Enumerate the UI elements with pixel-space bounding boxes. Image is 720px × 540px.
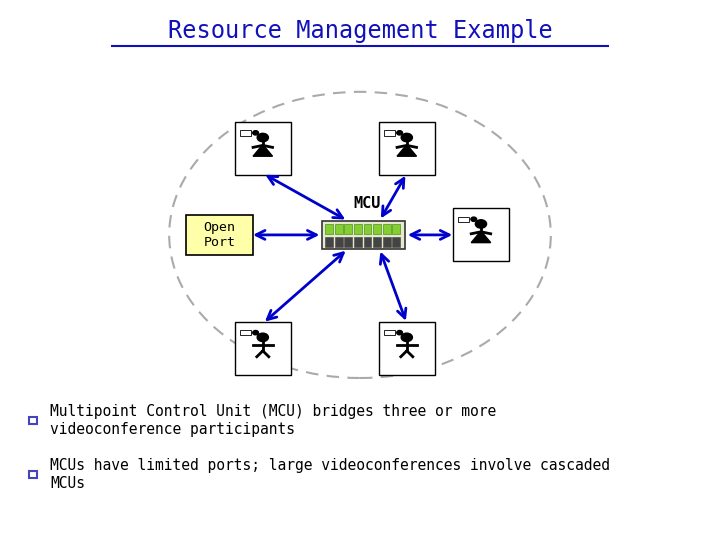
Bar — [364, 224, 372, 234]
Text: Resource Management Example: Resource Management Example — [168, 19, 552, 43]
Bar — [373, 224, 381, 234]
Bar — [384, 130, 395, 136]
FancyBboxPatch shape — [235, 322, 291, 375]
FancyBboxPatch shape — [379, 322, 435, 375]
Bar — [458, 217, 469, 222]
Circle shape — [475, 220, 487, 228]
Bar — [240, 330, 251, 335]
Bar — [335, 224, 343, 234]
Bar — [383, 237, 391, 247]
Polygon shape — [471, 231, 491, 242]
Bar — [384, 330, 395, 335]
Circle shape — [253, 131, 258, 135]
Text: Multipoint Control Unit (MCU) bridges three or more
videoconference participants: Multipoint Control Unit (MCU) bridges th… — [50, 404, 497, 437]
Polygon shape — [397, 145, 417, 156]
Bar — [392, 237, 400, 247]
Bar — [354, 237, 362, 247]
Circle shape — [401, 333, 413, 342]
Circle shape — [257, 333, 269, 342]
Polygon shape — [253, 145, 273, 156]
Text: Open
Port: Open Port — [204, 221, 235, 249]
FancyBboxPatch shape — [323, 221, 405, 249]
Bar — [364, 237, 372, 247]
Circle shape — [253, 330, 258, 335]
Bar — [325, 237, 333, 247]
Bar — [392, 224, 400, 234]
Circle shape — [257, 133, 269, 142]
Circle shape — [397, 330, 402, 335]
Circle shape — [471, 217, 477, 221]
Bar — [344, 237, 352, 247]
FancyBboxPatch shape — [453, 208, 509, 261]
Bar — [373, 237, 381, 247]
Bar — [383, 224, 391, 234]
Bar — [325, 224, 333, 234]
FancyBboxPatch shape — [186, 215, 253, 255]
Bar — [29, 417, 37, 424]
FancyBboxPatch shape — [379, 122, 435, 175]
Bar — [29, 471, 37, 478]
Bar — [344, 224, 352, 234]
Bar — [335, 237, 343, 247]
Circle shape — [397, 131, 402, 135]
Bar — [354, 224, 362, 234]
Text: MCUs have limited ports; large videoconferences involve cascaded
MCUs: MCUs have limited ports; large videoconf… — [50, 458, 611, 491]
Text: MCU: MCU — [354, 196, 381, 211]
FancyBboxPatch shape — [235, 122, 291, 175]
Bar — [240, 130, 251, 136]
Circle shape — [401, 133, 413, 142]
